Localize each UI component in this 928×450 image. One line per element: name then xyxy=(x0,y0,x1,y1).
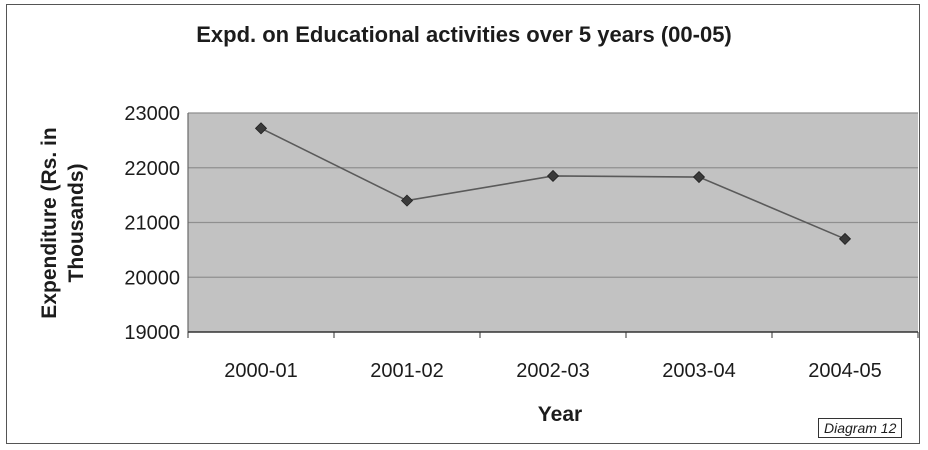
data-point xyxy=(546,169,560,183)
x-axis-label: Year xyxy=(537,403,583,426)
x-tick-label: 2003-04 xyxy=(662,360,735,382)
chart-title: Expd. on Educational activities over 5 y… xyxy=(196,22,732,47)
y-tick-label: 19000 xyxy=(124,322,180,344)
x-tick-label: 2004-05 xyxy=(808,360,881,382)
data-point xyxy=(838,232,852,245)
x-tick-label: 2001-02 xyxy=(370,360,443,382)
data-point xyxy=(692,170,706,184)
data-point xyxy=(400,194,414,207)
diagram-badge: Diagram 12 xyxy=(818,418,903,438)
y-tick-label: 20000 xyxy=(124,267,180,289)
y-tick-label: 22000 xyxy=(124,158,180,180)
x-tick-label: 2002-03 xyxy=(516,360,589,382)
x-tick-label: 2000-01 xyxy=(224,360,297,382)
y-tick-label: 23000 xyxy=(124,103,180,125)
data-point xyxy=(254,122,268,135)
y-tick-label: 21000 xyxy=(124,213,180,235)
